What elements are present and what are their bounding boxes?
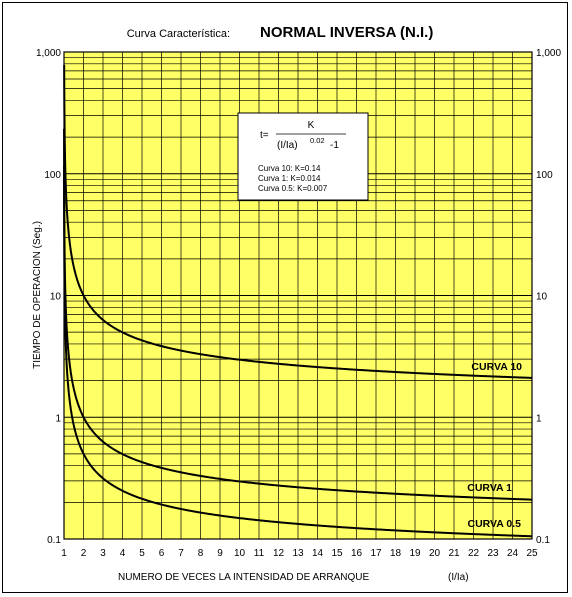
formula-box-bg xyxy=(237,112,369,201)
formula-denominator-tail: -1 xyxy=(330,140,339,151)
curve-label: CURVA 0.5 xyxy=(468,518,522,530)
x-tick-label: 7 xyxy=(178,548,184,559)
plot-border xyxy=(63,51,533,540)
chart-title-label: Curva Característica: xyxy=(127,28,230,40)
x-tick-label: 1 xyxy=(61,548,67,559)
y-tick-label-right: 10 xyxy=(536,292,548,303)
y-tick-label-right: 100 xyxy=(536,170,553,181)
x-tick-label: 11 xyxy=(254,548,265,559)
x-axis-unit: (I/Ia) xyxy=(448,572,469,583)
grid xyxy=(64,52,532,539)
x-tick-label: 6 xyxy=(159,548,165,559)
x-tick-label: 8 xyxy=(198,548,204,559)
x-tick-label: 13 xyxy=(292,548,304,559)
y-tick-label-left: 1 xyxy=(55,413,61,424)
curve-label: CURVA 10 xyxy=(471,361,522,373)
x-tick-label: 17 xyxy=(370,548,382,559)
x-tick-label: 15 xyxy=(331,548,343,559)
x-tick-label: 9 xyxy=(217,548,223,559)
curves: CURVA 10 CURVA 1 CURVA 0.5 xyxy=(63,65,533,538)
x-tick-label: 23 xyxy=(487,548,499,559)
curve-line xyxy=(63,128,533,501)
y-tick-label-left: 1,000 xyxy=(36,48,61,59)
y-tick-label-left: 0.1 xyxy=(47,535,61,546)
formula-numerator: K xyxy=(308,120,315,131)
x-tick-label: 19 xyxy=(409,548,421,559)
y-tick-label-right: 1,000 xyxy=(536,48,561,59)
curve-line xyxy=(63,65,533,379)
x-tick-label: 10 xyxy=(234,548,246,559)
x-tick-label: 18 xyxy=(390,548,402,559)
x-tick-label: 20 xyxy=(429,548,441,559)
x-tick-label: 16 xyxy=(351,548,363,559)
x-axis-label: NUMERO DE VECES LA INTENSIDAD DE ARRANQU… xyxy=(118,572,369,583)
chart-title: NORMAL INVERSA (N.I.) xyxy=(260,24,433,41)
y-tick-label-right: 1 xyxy=(536,413,542,424)
y-tick-label-left: 10 xyxy=(50,292,62,303)
formula-t-prefix: t= xyxy=(260,130,269,141)
x-tick-label: 25 xyxy=(526,548,538,559)
formula-box: t= K (I/Ia) 0.02 -1 Curva 10: K=0.14 Cur… xyxy=(237,112,369,201)
curve-label: CURVA 1 xyxy=(467,482,512,494)
formula-denominator-base: (I/Ia) xyxy=(277,140,298,151)
x-tick-label: 2 xyxy=(81,548,87,559)
formula-exponent: 0.02 xyxy=(310,136,325,145)
x-tick-label: 12 xyxy=(273,548,285,559)
x-tick-label: 4 xyxy=(120,548,126,559)
x-tick-label: 5 xyxy=(139,548,145,559)
x-tick-label: 22 xyxy=(468,548,480,559)
x-tick-label: 14 xyxy=(312,548,324,559)
y-axis-label: TIEMPO DE OPERACION (Seg.) xyxy=(32,221,43,369)
tick-labels: 1 2 3 4 5 6 7 8 9 10 11 12 13 14 15 16 17 18 19 20 21 22 23 24 2… xyxy=(36,48,561,559)
legend-line-curva-1: Curva 1: K=0.014 xyxy=(258,174,321,183)
x-tick-label: 3 xyxy=(100,548,106,559)
x-tick-label: 21 xyxy=(448,548,460,559)
x-tick-label: 24 xyxy=(507,548,519,559)
curve-line xyxy=(63,165,533,538)
y-tick-label-right: 0.1 xyxy=(536,535,550,546)
legend-line-curva-05: Curva 0.5: K=0.007 xyxy=(258,184,328,193)
y-tick-label-left: 100 xyxy=(44,170,61,181)
legend-line-curva-10: Curva 10: K=0.14 xyxy=(258,164,321,173)
